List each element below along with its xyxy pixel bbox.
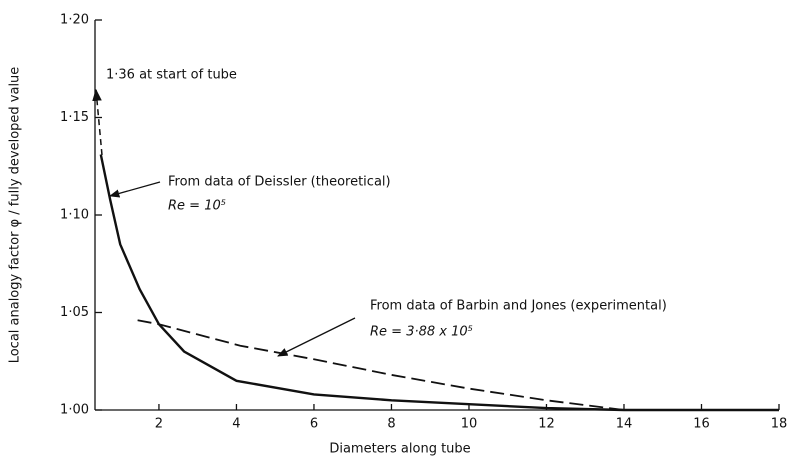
series-sublabel: Re = 10⁵ [168, 199, 226, 214]
series-label: From data of Barbin and Jones (experimen… [370, 299, 667, 314]
y-tick-label: 1·10 [60, 208, 89, 223]
leader-arrow [277, 317, 356, 357]
series-label: From data of Deissler (theoretical) [168, 175, 391, 190]
x-tick-label: 14 [616, 417, 633, 432]
annotation: 1·36 at start of tube [106, 68, 237, 83]
y-tick-label: 1·00 [60, 403, 89, 418]
x-tick-label: 8 [387, 417, 395, 432]
series-line [99, 154, 779, 412]
leader-arrow [108, 181, 161, 198]
x-tick-label: 10 [461, 417, 478, 432]
x-tick-label: 4 [232, 417, 240, 432]
x-tick-label: 6 [310, 417, 318, 432]
series-sublabel: Re = 3·88 x 10⁵ [370, 325, 473, 340]
start-arrow [92, 88, 103, 156]
y-tick-label: 1·15 [60, 110, 89, 125]
x-axis-label: Diameters along tube [329, 442, 470, 457]
x-tick-label: 18 [771, 417, 787, 432]
y-axis-label: Local analogy factor φ / fully developed… [8, 67, 23, 364]
series-line [137, 319, 625, 411]
y-tick-label: 1·05 [60, 305, 89, 320]
y-tick-label: 1·20 [60, 13, 89, 28]
x-tick-label: 2 [155, 417, 163, 432]
x-tick-label: 16 [693, 417, 710, 432]
x-tick-label: 12 [538, 417, 555, 432]
